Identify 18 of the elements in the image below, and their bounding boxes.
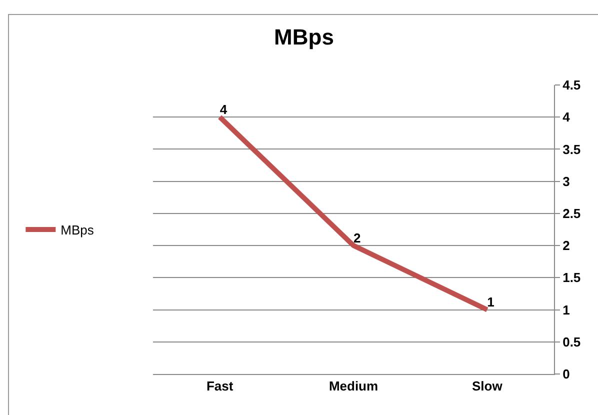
y-tick-label: 3.5 <box>562 142 581 157</box>
y-tick-label: 4 <box>562 110 571 125</box>
data-label: 1 <box>487 294 494 310</box>
y-tick-label: 2.5 <box>562 206 581 221</box>
y-tick-label: 1.5 <box>562 270 581 286</box>
x-tick-label: Slow <box>472 378 504 394</box>
y-tick-label: 1 <box>562 302 570 318</box>
legend-label: MBps <box>60 222 94 238</box>
data-label: 2 <box>354 230 361 246</box>
y-tick-label: 3 <box>562 174 570 189</box>
y-tick-label: 0 <box>562 366 570 382</box>
x-tick-label: Medium <box>328 378 378 394</box>
x-tick-label: Fast <box>206 378 234 394</box>
data-label: 4 <box>220 102 228 117</box>
y-tick-label: 2 <box>562 238 570 254</box>
chart-title: MBps <box>274 24 334 50</box>
y-tick-label: 4.5 <box>562 78 581 93</box>
y-tick-label: 0.5 <box>562 334 581 350</box>
